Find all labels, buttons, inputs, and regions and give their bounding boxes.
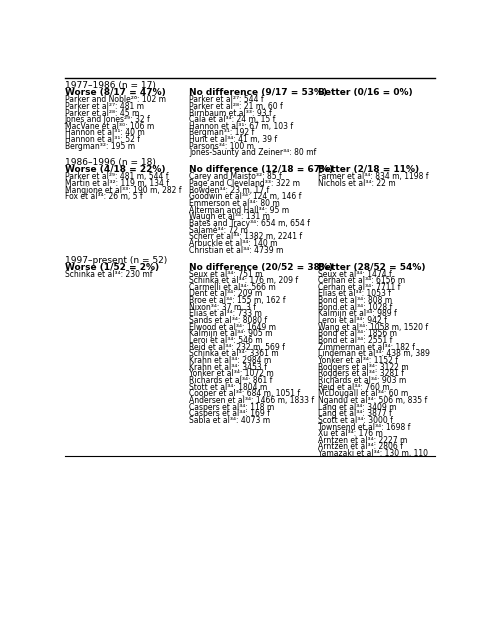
Text: Yonker et al³⁴: 1152 f: Yonker et al³⁴: 1152 f [318, 356, 397, 365]
Text: Martin et al³²: 119 m, 134 f: Martin et al³²: 119 m, 134 f [65, 179, 169, 188]
Text: Jones and Jones²⁹: 32 f: Jones and Jones²⁹: 32 f [65, 115, 150, 124]
Text: Hannon et al³¹: 52 f: Hannon et al³¹: 52 f [65, 135, 140, 144]
Text: Parker et al²⁷: 481 m: Parker et al²⁷: 481 m [65, 102, 144, 111]
Text: Worse (4/18 = 22%): Worse (4/18 = 22%) [65, 165, 165, 174]
Text: Scott et al³⁴: 3000 f: Scott et al³⁴: 3000 f [318, 416, 393, 425]
Text: Seux et al³⁴: 1474 f: Seux et al³⁴: 1474 f [318, 269, 391, 278]
Text: Cala et al³⁴: 24 m, 15 f: Cala et al³⁴: 24 m, 15 f [189, 115, 276, 124]
Text: MacVane et al³⁰: 106 m: MacVane et al³⁰: 106 m [65, 122, 154, 131]
Text: Lang et al³⁴: 3877 f: Lang et al³⁴: 3877 f [318, 409, 391, 418]
Text: Rodgers et al³⁴: 3122 m: Rodgers et al³⁴: 3122 m [318, 363, 408, 372]
Text: Andersen et al³⁴: 1466 m, 1833 f: Andersen et al³⁴: 1466 m, 1833 f [189, 396, 314, 405]
Text: Alterman and Hall³⁴: 95 m: Alterman and Hall³⁴: 95 m [189, 205, 289, 214]
Text: Elias et al³⁴: 1053 f: Elias et al³⁴: 1053 f [318, 289, 391, 298]
Text: Better (28/52 = 54%): Better (28/52 = 54%) [318, 262, 425, 271]
Text: Cerhan et al³⁴: 6156 m: Cerhan et al³⁴: 6156 m [318, 276, 405, 285]
Text: Arbuckle et al³⁴: 140 m: Arbuckle et al³⁴: 140 m [189, 239, 278, 248]
Text: Salamé³⁴: 72 m: Salamé³⁴: 72 m [189, 226, 248, 235]
Text: Arntzen et al³⁴: 2227 m: Arntzen et al³⁴: 2227 m [318, 436, 407, 445]
Text: Caspers et al³⁴: 169 f: Caspers et al³⁴: 169 f [189, 409, 270, 418]
Text: Elwood et al³⁴: 1649 m: Elwood et al³⁴: 1649 m [189, 323, 276, 332]
Text: Bond et al³⁴: 1856 m: Bond et al³⁴: 1856 m [318, 330, 396, 339]
Text: Hannon et al³¹: 40 m: Hannon et al³¹: 40 m [65, 129, 145, 138]
Text: Richards et al³⁴: 903 m: Richards et al³⁴: 903 m [318, 376, 406, 385]
Text: Ngandu et al³⁴: 506 m, 835 f: Ngandu et al³⁴: 506 m, 835 f [318, 396, 427, 405]
Text: Dent et al³⁴: 209 m: Dent et al³⁴: 209 m [189, 289, 262, 298]
Text: Arntzen et al³⁴: 2806 f: Arntzen et al³⁴: 2806 f [318, 442, 402, 451]
Text: Jones-Saunty and Zeiner³⁴: 80 mf: Jones-Saunty and Zeiner³⁴: 80 mf [189, 148, 317, 157]
Text: Richards et al³⁴: 861 f: Richards et al³⁴: 861 f [189, 376, 273, 385]
Text: Reid et al³⁴: 232 m, 569 f: Reid et al³⁴: 232 m, 569 f [189, 342, 285, 352]
Text: Lindeman et al³⁴: 438 m, 389: Lindeman et al³⁴: 438 m, 389 [318, 349, 430, 358]
Text: Broe et al³⁴: 155 m, 162 f: Broe et al³⁴: 155 m, 162 f [189, 296, 286, 305]
Text: Yamazaki et al³⁴: 130 m, 110: Yamazaki et al³⁴: 130 m, 110 [318, 449, 428, 458]
Text: Bond et al³⁴: 2551 f: Bond et al³⁴: 2551 f [318, 336, 392, 345]
Text: Cooper et al³⁴: 684 m, 1051 f: Cooper et al³⁴: 684 m, 1051 f [189, 389, 300, 398]
Text: Cerhan et al³⁴: 7711 f: Cerhan et al³⁴: 7711 f [318, 283, 400, 292]
Text: Parker et al²⁹: 481 m, 544 f: Parker et al²⁹: 481 m, 544 f [65, 172, 168, 181]
Text: Kalmijn et al³⁴: 905 m: Kalmijn et al³⁴: 905 m [189, 330, 273, 339]
Text: Better (0/16 = 0%): Better (0/16 = 0%) [318, 88, 412, 97]
Text: Reid et al³⁴: 760 m: Reid et al³⁴: 760 m [318, 383, 389, 392]
Text: Krahn et al³⁴: 2984 m: Krahn et al³⁴: 2984 m [189, 356, 271, 365]
Text: Leroi et al³⁴: 942 f: Leroi et al³⁴: 942 f [318, 316, 386, 325]
Text: Hannon et al³¹: 67 m, 103 f: Hannon et al³¹: 67 m, 103 f [189, 122, 293, 131]
Text: Elias et al³⁴: 733 m: Elias et al³⁴: 733 m [189, 309, 262, 319]
Text: Seux et al³⁴: 751 m: Seux et al³⁴: 751 m [189, 269, 262, 278]
Text: Better (2/18 = 11%): Better (2/18 = 11%) [318, 165, 419, 174]
Text: Bates and Tracy³⁴: 654 m, 654 f: Bates and Tracy³⁴: 654 m, 654 f [189, 219, 310, 228]
Text: Leroi et al³⁴: 546 m: Leroi et al³⁴: 546 m [189, 336, 263, 345]
Text: Waugh et al³⁴: 131 m: Waugh et al³⁴: 131 m [189, 212, 270, 221]
Text: Schinka et al³⁴: 3361 m: Schinka et al³⁴: 3361 m [189, 349, 279, 358]
Text: Bond et al³⁴: 808 m: Bond et al³⁴: 808 m [318, 296, 392, 305]
Text: Fox et al³⁴: 26 m, 5 f: Fox et al³⁴: 26 m, 5 f [65, 193, 142, 202]
Text: Parsons³⁴: 100 m: Parsons³⁴: 100 m [189, 142, 254, 151]
Text: Mangione et al³³: 190 m, 282 f: Mangione et al³³: 190 m, 282 f [65, 186, 181, 195]
Text: Goodwin et al³⁴: 124 m, 146 f: Goodwin et al³⁴: 124 m, 146 f [189, 193, 301, 202]
Text: McDougall et al³⁴: 60 m: McDougall et al³⁴: 60 m [318, 389, 408, 398]
Text: Carey and Maisto³²: 85 f: Carey and Maisto³²: 85 f [189, 172, 282, 181]
Text: Bergman³²: 195 m: Bergman³²: 195 m [65, 142, 135, 151]
Text: 1997–present (n = 52): 1997–present (n = 52) [65, 255, 167, 264]
Text: Rodgers et al³⁴: 3281 f: Rodgers et al³⁴: 3281 f [318, 369, 404, 378]
Text: Wang et al³⁴: 1058 m, 1520 f: Wang et al³⁴: 1058 m, 1520 f [318, 323, 428, 332]
Text: Worse (1/52 = 2%): Worse (1/52 = 2%) [65, 262, 159, 271]
Text: Bond et al³⁴: 1028 f: Bond et al³⁴: 1028 f [318, 303, 392, 312]
Text: Farmer et al³⁴: 834 m, 1198 f: Farmer et al³⁴: 834 m, 1198 f [318, 172, 428, 181]
Text: Parker et al²⁷: 544 f: Parker et al²⁷: 544 f [189, 95, 264, 104]
Text: Schinka et al³⁴: 230 mf: Schinka et al³⁴: 230 mf [65, 269, 152, 278]
Text: Nichols et al³⁴: 22 m: Nichols et al³⁴: 22 m [318, 179, 395, 188]
Text: Lang et al³⁴: 3409 m: Lang et al³⁴: 3409 m [318, 403, 396, 412]
Text: Xu et al³⁴: 176 m: Xu et al³⁴: 176 m [318, 429, 382, 438]
Text: Parker et al²⁸: 21 m, 60 f: Parker et al²⁸: 21 m, 60 f [189, 102, 283, 111]
Text: Bowden³⁴: 23 m, 17 f: Bowden³⁴: 23 m, 17 f [189, 186, 269, 195]
Text: Parker et al²⁸: 45 m: Parker et al²⁸: 45 m [65, 109, 139, 118]
Text: No difference (12/18 = 67%): No difference (12/18 = 67%) [189, 165, 334, 174]
Text: Hunt et al³⁴: 41 m, 39 f: Hunt et al³⁴: 41 m, 39 f [189, 135, 277, 144]
Text: Scherr et al³⁴: 1382 m, 2241 f: Scherr et al³⁴: 1382 m, 2241 f [189, 232, 302, 241]
Text: Page and Cleveland³³: 322 m: Page and Cleveland³³: 322 m [189, 179, 300, 188]
Text: Schinka et al³⁴: 176 m, 209 f: Schinka et al³⁴: 176 m, 209 f [189, 276, 299, 285]
Text: Stott et al³⁴: 1804 m: Stott et al³⁴: 1804 m [189, 383, 267, 392]
Text: No difference (20/52 = 38%): No difference (20/52 = 38%) [189, 262, 333, 271]
Text: Nixon³⁴: 37 m, 3 f: Nixon³⁴: 37 m, 3 f [189, 303, 256, 312]
Text: Bergman³¹: 192 f: Bergman³¹: 192 f [189, 129, 254, 138]
Text: Worse (8/17 = 47%): Worse (8/17 = 47%) [65, 88, 166, 97]
Text: 1977–1986 (n = 17): 1977–1986 (n = 17) [65, 81, 155, 90]
Text: Christian et al³⁴: 4739 m: Christian et al³⁴: 4739 m [189, 246, 283, 255]
Text: Caspers et al³⁴: 118 m: Caspers et al³⁴: 118 m [189, 403, 275, 412]
Text: Sands et al³⁴: 8080 f: Sands et al³⁴: 8080 f [189, 316, 267, 325]
Text: 1986–1996 (n = 18): 1986–1996 (n = 18) [65, 159, 155, 168]
Text: Sabia et al³⁴: 4073 m: Sabia et al³⁴: 4073 m [189, 416, 270, 425]
Text: Emmerson et al³⁴: 80 m: Emmerson et al³⁴: 80 m [189, 199, 280, 208]
Text: Parker and Noble²⁶: 102 m: Parker and Noble²⁶: 102 m [65, 95, 166, 104]
Text: Krahn et al³⁴: 3453 f: Krahn et al³⁴: 3453 f [189, 363, 267, 372]
Text: Birnbaum et al³³: 93 f: Birnbaum et al³³: 93 f [189, 109, 272, 118]
Text: Zimmerman et al³⁴: 182 f: Zimmerman et al³⁴: 182 f [318, 342, 414, 352]
Text: Yonker et al³⁴: 1072 m: Yonker et al³⁴: 1072 m [189, 369, 274, 378]
Text: No difference (9/17 = 53%): No difference (9/17 = 53%) [189, 88, 327, 97]
Text: Kalmijn et al³⁴: 989 f: Kalmijn et al³⁴: 989 f [318, 309, 396, 319]
Text: Townsend et al³⁴: 1698 f: Townsend et al³⁴: 1698 f [318, 422, 410, 431]
Text: Carmelli et al³⁴: 566 m: Carmelli et al³⁴: 566 m [189, 283, 276, 292]
